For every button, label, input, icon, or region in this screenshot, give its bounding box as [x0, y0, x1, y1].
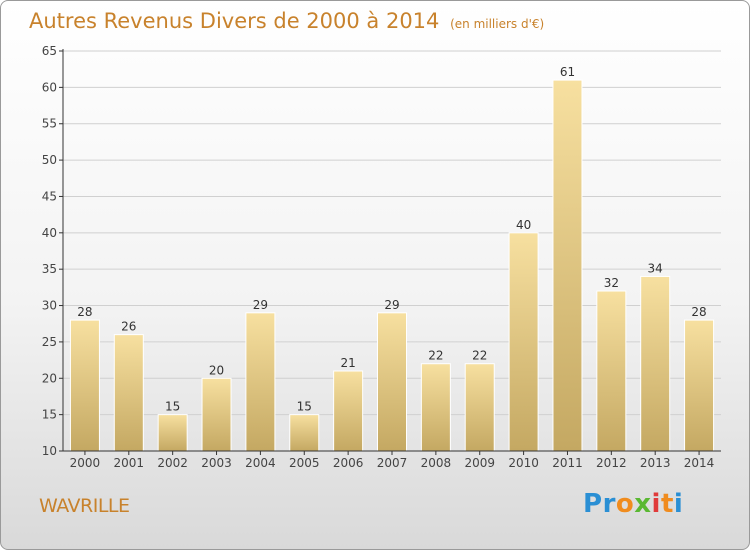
axes: 10 15 20 25 30 35 40 45 50 55 60 65 2000 2001 2002 2003…: [42, 44, 721, 470]
data-label-2013: 34: [648, 261, 663, 275]
x-tick-label-2013: 2013: [640, 456, 671, 470]
data-label-2005: 15: [297, 400, 312, 414]
bar-2002: [157, 414, 188, 452]
bar-2008: [420, 363, 451, 452]
data-label-2007: 29: [384, 298, 399, 312]
y-tick-label: 65: [42, 44, 57, 58]
logo-letter: x: [634, 489, 652, 519]
y-tick-label: 25: [42, 335, 57, 349]
logo-letter: t: [660, 489, 674, 519]
logo-letter: i: [651, 489, 661, 519]
bar-2003: [201, 377, 232, 452]
data-label-2002: 15: [165, 400, 180, 414]
data-label-2008: 22: [428, 349, 443, 363]
data-label-2006: 21: [340, 356, 355, 370]
x-tick-label-2007: 2007: [377, 456, 408, 470]
x-tick-label-2005: 2005: [289, 456, 320, 470]
place-label: WAVRILLE: [39, 495, 130, 517]
labels: 28 26 15 20 29 15 21 29 22 22 40 61 32 34 28: [77, 65, 706, 414]
y-tick-label: 50: [42, 153, 57, 167]
chart-title-text: Autres Revenus Divers de 2000 à 2014: [29, 9, 440, 33]
x-tick-label-2009: 2009: [464, 456, 495, 470]
logo-letter: P: [583, 489, 603, 519]
y-tick-label: 45: [42, 189, 57, 203]
chart-subtitle: (en milliers d'€): [450, 17, 545, 31]
chart-title: Autres Revenus Divers de 2000 à 2014 (en…: [29, 9, 544, 33]
logo-letter: i: [673, 489, 684, 519]
bar-2006: [333, 370, 364, 452]
bar-2007: [377, 312, 407, 452]
x-tick-label-2010: 2010: [508, 456, 539, 470]
logo-letter: o: [615, 489, 635, 519]
data-label-2012: 32: [604, 276, 619, 290]
x-tick-label-2003: 2003: [201, 456, 232, 470]
x-tick-label-2000: 2000: [70, 456, 101, 470]
bar-2011: [552, 79, 583, 452]
data-label-2011: 61: [560, 65, 575, 79]
bars: [69, 79, 715, 452]
x-tick-label-2012: 2012: [596, 456, 627, 470]
bar-2004: [245, 312, 276, 452]
x-tick-label-2011: 2011: [552, 456, 583, 470]
y-tick-label: 20: [42, 371, 57, 385]
bar-2005: [289, 414, 320, 452]
bar-2009: [464, 363, 495, 452]
y-tick-label: 30: [42, 299, 57, 313]
x-tick-label-2004: 2004: [245, 456, 276, 470]
y-tick-label: 40: [42, 226, 57, 240]
bar-2010: [508, 232, 539, 452]
y-tick-label: 55: [42, 117, 57, 131]
x-tick-label-2002: 2002: [157, 456, 188, 470]
data-label-2010: 40: [516, 218, 531, 232]
bar-2014: [684, 319, 715, 452]
proxiti-logo: Proxiti: [583, 489, 683, 519]
y-tick-label: 15: [42, 408, 57, 422]
bar-2013: [640, 275, 671, 452]
x-tick-label-2006: 2006: [333, 456, 364, 470]
bar-2001: [113, 334, 144, 452]
data-label-2014: 28: [691, 305, 706, 319]
y-tick-label: 35: [42, 262, 57, 276]
x-tick-label-2008: 2008: [421, 456, 452, 470]
logo-letter: r: [602, 489, 616, 519]
data-label-2000: 28: [77, 305, 92, 319]
data-label-2001: 26: [121, 320, 136, 334]
data-label-2003: 20: [209, 363, 224, 377]
x-tick-label-2001: 2001: [114, 456, 145, 470]
x-tick-label-2014: 2014: [684, 456, 715, 470]
data-label-2009: 22: [472, 349, 487, 363]
bar-2000: [69, 319, 100, 452]
y-tick-label: 10: [42, 444, 57, 458]
data-label-2004: 29: [253, 298, 268, 312]
bar-2012: [596, 290, 627, 452]
y-tick-label: 60: [42, 80, 57, 94]
